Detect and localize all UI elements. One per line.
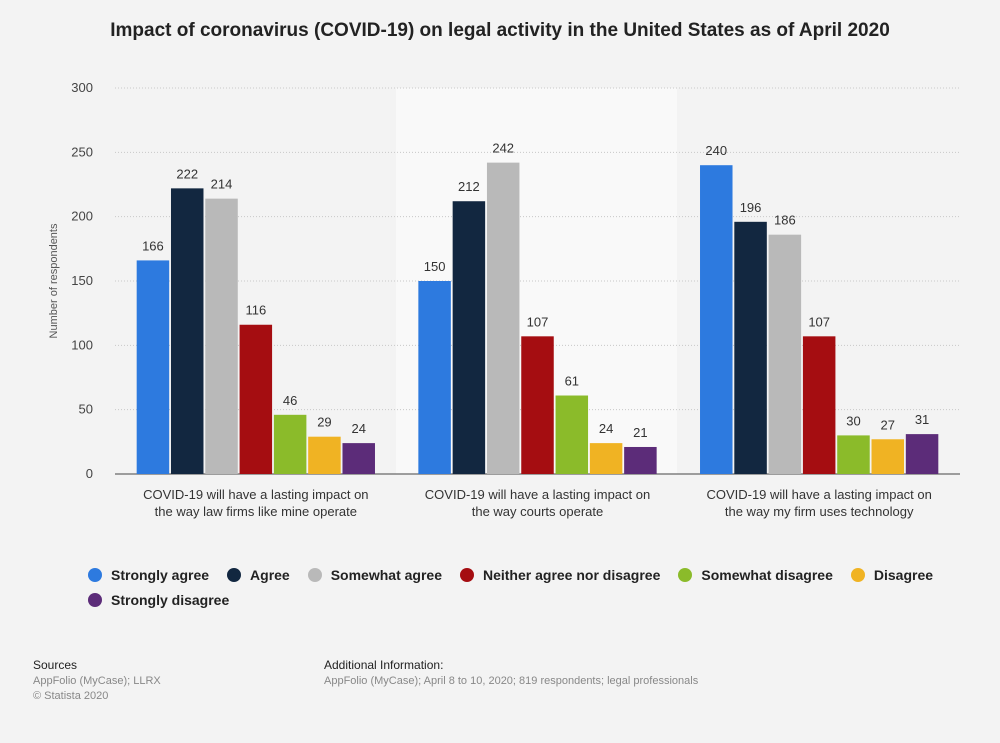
bar[interactable] xyxy=(555,395,589,474)
legend-label: Somewhat agree xyxy=(330,567,442,583)
bar[interactable] xyxy=(802,336,836,474)
legend-item[interactable]: Strongly disagree xyxy=(88,592,229,608)
data-label: 116 xyxy=(245,303,266,318)
x-tick-label: COVID-19 will have a lasting impact on xyxy=(425,487,650,502)
legend-item[interactable]: Somewhat disagree xyxy=(678,567,833,583)
y-tick-label: 250 xyxy=(71,144,93,159)
data-label: 61 xyxy=(565,374,579,389)
chart-title: Impact of coronavirus (COVID-19) on lega… xyxy=(110,20,890,41)
data-label: 29 xyxy=(317,415,331,430)
sources-heading: Sources xyxy=(33,658,78,672)
labels: 0 50 100 150 200 250 300 166 222 214 116 46 29 24 COVI… xyxy=(71,80,932,519)
legend-dot-icon xyxy=(459,568,474,582)
bar[interactable] xyxy=(239,324,273,474)
bar[interactable] xyxy=(700,165,733,474)
x-tick-label: COVID-19 will have a lasting impact on xyxy=(706,487,931,502)
data-label: 27 xyxy=(881,417,895,432)
data-label: 31 xyxy=(915,412,929,427)
legend-label: Neither agree nor disagree xyxy=(482,567,661,583)
legend-item[interactable]: Somewhat agree xyxy=(307,567,442,583)
y-tick-label: 150 xyxy=(71,273,93,288)
info-heading: Additional Information: xyxy=(324,658,444,672)
data-label: 212 xyxy=(458,179,480,194)
data-label: 30 xyxy=(846,413,860,428)
data-label: 24 xyxy=(599,421,613,436)
bar[interactable] xyxy=(905,434,939,474)
y-tick-label: 0 xyxy=(86,466,93,481)
data-label: 240 xyxy=(705,143,727,158)
copyright-line: © Statista 2020 xyxy=(33,690,109,702)
legend-dot-icon xyxy=(227,568,242,582)
bar[interactable] xyxy=(452,201,486,474)
legend-label: Somewhat disagree xyxy=(701,567,833,583)
legend-label: Disagree xyxy=(873,567,934,583)
bar[interactable] xyxy=(589,443,623,474)
data-label: 214 xyxy=(211,177,233,192)
y-tick-label: 300 xyxy=(71,80,93,95)
x-tick-label: the way courts operate xyxy=(472,504,604,519)
x-tick-label: the way law firms like mine operate xyxy=(155,504,357,519)
y-tick-label: 50 xyxy=(79,402,93,417)
bar[interactable] xyxy=(486,162,520,475)
legend-item[interactable]: Neither agree nor disagree xyxy=(459,567,661,583)
legend-label: Strongly agree xyxy=(111,567,210,583)
data-label: 107 xyxy=(527,314,549,329)
y-axis-title: Number of respondents xyxy=(48,223,60,338)
data-label: 222 xyxy=(176,166,198,181)
x-tick-label: the way my firm uses technology xyxy=(725,504,914,519)
data-label: 46 xyxy=(283,393,297,408)
chart-plot: 0 50 100 150 200 250 300 166 222 214 116 46 29 24 COVI… xyxy=(48,80,960,519)
bar[interactable] xyxy=(273,414,307,474)
data-label: 150 xyxy=(424,259,446,274)
legend-label: Strongly disagree xyxy=(111,592,230,608)
bar[interactable] xyxy=(734,221,767,474)
bar[interactable] xyxy=(342,443,375,474)
legend-dot-icon xyxy=(88,568,102,582)
legend-label: Agree xyxy=(250,567,290,583)
bar[interactable] xyxy=(837,435,870,474)
bar[interactable] xyxy=(871,439,905,474)
bar[interactable] xyxy=(136,260,170,474)
legend-item[interactable]: Disagree xyxy=(850,567,934,583)
data-label: 24 xyxy=(351,421,365,436)
data-label: 196 xyxy=(740,200,762,215)
legend-dot-icon xyxy=(678,568,693,582)
legend-dot-icon xyxy=(307,568,322,582)
bar[interactable] xyxy=(624,446,657,474)
legend-dot-icon xyxy=(850,568,865,582)
bar[interactable] xyxy=(521,336,554,474)
data-label: 186 xyxy=(774,213,796,228)
y-tick-label: 200 xyxy=(71,209,93,224)
bars xyxy=(136,162,939,475)
legend-item[interactable]: Strongly agree xyxy=(88,567,209,583)
sources-line[interactable]: AppFolio (MyCase); LLRX xyxy=(33,675,161,687)
legend-dot-icon xyxy=(88,593,102,607)
bar[interactable] xyxy=(418,281,451,474)
bar[interactable] xyxy=(205,198,238,475)
y-tick-label: 100 xyxy=(71,337,93,352)
data-label: 107 xyxy=(808,314,830,329)
x-tick-label: COVID-19 will have a lasting impact on xyxy=(143,487,368,502)
data-label: 21 xyxy=(633,425,647,440)
footer-sources: Sources AppFolio (MyCase); LLRX © Statis… xyxy=(33,658,161,704)
data-label: 166 xyxy=(142,238,164,253)
footer-additional-info: Additional Information: AppFolio (MyCase… xyxy=(324,658,698,689)
legend: Strongly agree Agree Somewhat agree Neither… xyxy=(88,567,948,608)
bar[interactable] xyxy=(308,436,341,474)
bar[interactable] xyxy=(170,188,204,475)
bar[interactable] xyxy=(768,234,802,474)
data-label: 242 xyxy=(492,141,514,156)
legend-item[interactable]: Agree xyxy=(227,567,290,583)
info-line: AppFolio (MyCase); April 8 to 10, 2020; … xyxy=(324,675,699,687)
